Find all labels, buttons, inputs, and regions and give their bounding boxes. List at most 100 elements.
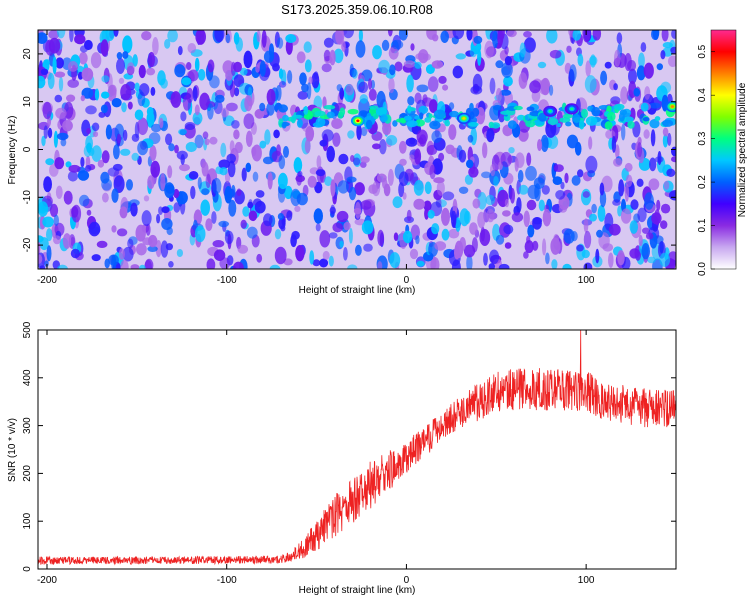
spectrogram-cell	[255, 190, 265, 198]
spectrogram-cell	[201, 188, 210, 196]
colorbar-tick-label: 0.2	[697, 175, 708, 189]
y-tick-label: 500	[22, 321, 33, 338]
spectrogram-cell	[671, 156, 676, 163]
spectrogram-cell	[152, 37, 159, 55]
spectrogram-cell	[243, 113, 255, 129]
spectrogram-cell	[656, 199, 661, 211]
spectrogram-cell	[159, 117, 164, 129]
spectrogram-cell	[67, 171, 78, 182]
spectrogram-cell	[204, 138, 210, 146]
spectrogram-cell	[94, 88, 100, 101]
spectrogram-cell	[660, 203, 671, 214]
spectrogram-cell	[442, 191, 455, 201]
signal-band-cell	[538, 112, 547, 122]
spectrogram-cell	[151, 123, 162, 133]
spectrogram-cell	[218, 220, 229, 228]
spectrogram-cell	[354, 182, 365, 196]
spectrogram-cell	[53, 214, 59, 227]
spectrogram-cell	[179, 164, 190, 172]
spectrogram-cell	[227, 160, 236, 178]
spectrogram-cell	[640, 42, 647, 53]
spectrogram-cell	[146, 106, 154, 117]
spectrogram-cell	[624, 162, 633, 172]
spectrogram-cell	[436, 180, 445, 196]
signal-band-cell	[392, 120, 398, 127]
spectrogram-cell	[62, 120, 73, 132]
spectrogram-cell	[525, 165, 537, 181]
spectrogram-cell	[274, 246, 287, 265]
spectrogram-cell	[581, 249, 590, 259]
spectrogram-cell	[633, 88, 641, 97]
spectrogram-cell	[455, 217, 461, 232]
spectrogram-cell	[638, 52, 645, 69]
signal-band-cell	[282, 114, 289, 122]
spectrogram-cell	[277, 213, 284, 220]
signal-band-cell	[642, 117, 650, 122]
spectrogram-cell	[149, 145, 157, 161]
spectrogram-cell	[378, 59, 390, 74]
spectrogram-cell	[98, 111, 106, 118]
spectrogram-cell	[261, 30, 267, 48]
spectrogram-cell	[135, 224, 146, 242]
spectrogram-cell	[52, 56, 57, 75]
signal-band-cell	[375, 107, 388, 117]
spectrogram-cell	[671, 30, 676, 39]
spectrogram-cell	[644, 86, 651, 100]
x-tick-label: 100	[578, 275, 595, 286]
spectrogram-cell	[540, 77, 551, 96]
spectrogram-cell	[604, 61, 612, 69]
spectrogram-cell	[44, 260, 49, 268]
spectrogram-hotspot	[570, 107, 574, 111]
spectrogram-cell	[329, 49, 336, 66]
spectrogram-cell	[56, 30, 66, 39]
spectrogram-cell	[54, 94, 63, 103]
spectrogram-cell	[304, 139, 311, 154]
x-tick-label: -100	[217, 575, 237, 586]
spectrogram-cell	[194, 134, 204, 149]
spectrogram-cell	[328, 232, 338, 239]
signal-band-cell	[606, 105, 612, 112]
y-tick-label: 0	[22, 146, 33, 152]
spectrogram-cell	[294, 205, 301, 212]
y-tick-label: 200	[22, 465, 33, 482]
spectrogram-cell	[398, 30, 408, 41]
spectrogram-cell	[111, 225, 117, 233]
spectrogram-cell	[438, 75, 447, 84]
spectrogram-cell	[613, 83, 618, 91]
signal-band-cell	[406, 107, 417, 112]
spectrogram-cell	[324, 176, 333, 187]
spectrogram-cell	[426, 30, 437, 40]
spectrogram-cell	[186, 62, 192, 70]
spectrogram-cell	[145, 223, 151, 236]
spectrogram-cell	[549, 84, 554, 96]
spectrogram-cell	[458, 186, 469, 194]
spectrogram-cell	[582, 30, 591, 43]
spectrogram-cell	[627, 60, 637, 72]
spectrogram-cell	[377, 229, 385, 246]
spectrogram-cell	[100, 39, 109, 57]
spectrogram-cell	[413, 198, 426, 210]
spectrogram-cell	[419, 134, 427, 147]
spectrogram-cell	[174, 144, 179, 154]
spectrogram-cell	[311, 72, 320, 89]
spectrogram-cell	[394, 61, 403, 72]
colorbar-scale	[710, 29, 737, 270]
spectrogram-cell	[431, 223, 440, 235]
spectrogram-cell	[645, 232, 654, 240]
spectrogram-cell	[272, 63, 280, 72]
spectrogram-cell	[156, 213, 161, 224]
spectrogram-cell	[315, 169, 326, 177]
spectrogram-cell	[220, 142, 227, 158]
spectrogram-cell	[608, 223, 621, 236]
spectrogram-cell	[157, 70, 166, 86]
spectrogram-cell	[214, 30, 225, 43]
spectrogram-cell	[577, 169, 584, 178]
y-tick-label: 10	[22, 96, 33, 108]
signal-band-cell	[444, 119, 451, 127]
spectrogram-cell	[542, 208, 552, 227]
spectrogram-cell	[85, 135, 93, 152]
spectrogram-cell	[358, 81, 369, 94]
spectrogram-cell	[91, 122, 100, 132]
spectrogram-cell	[121, 102, 127, 113]
